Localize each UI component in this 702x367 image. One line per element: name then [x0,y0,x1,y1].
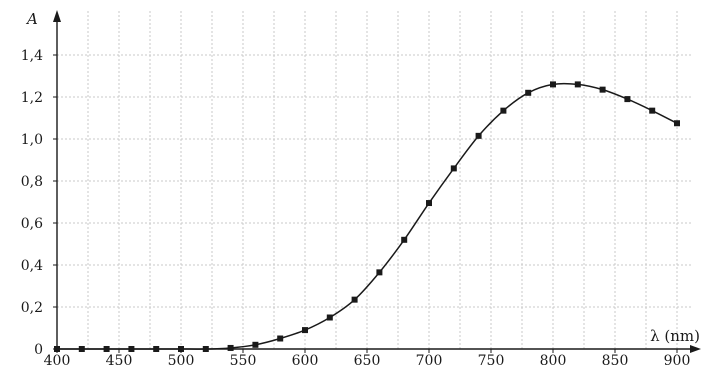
tick-labels: 0 0,2 0,4 0,6 0,8 1,0 1,2 1,4 400 450 500 550 600 650… [21,48,691,367]
data-point [103,346,110,352]
x-tick-label: 750 [478,353,505,367]
x-tick-label: 600 [292,353,319,367]
grid [57,10,692,349]
data-point [78,346,85,352]
series [54,81,680,352]
x-tick-label: 400 [44,353,71,367]
y-tick-label: 1,0 [21,132,43,148]
data-point [376,269,383,276]
data-point [227,344,234,351]
data-point [277,335,284,342]
data-point [649,107,656,114]
data-point [550,81,556,88]
y-tick-label: 0,6 [21,216,43,232]
y-tick-label: 0,4 [21,258,43,274]
x-axis-title: λ (nm) [650,327,700,345]
y-tick-label: 0,8 [21,174,43,190]
data-point [599,86,606,93]
data-point [178,346,184,352]
data-point [574,81,581,88]
data-point [475,132,482,139]
data-point [302,327,308,334]
x-tick-label: 650 [354,353,381,367]
data-point [426,200,432,207]
data-point [202,346,209,352]
y-tick-label: 1,4 [21,48,43,64]
data-point [624,96,631,103]
data-point [351,296,358,303]
data-point [252,341,259,348]
data-point [401,236,408,243]
x-tick-label: 850 [602,353,629,367]
data-point [326,314,333,321]
x-tick-label: 800 [540,353,567,367]
data-point [153,346,160,352]
x-tick-label: 550 [230,353,257,367]
data-point [500,107,507,114]
y-tick-label: 1,2 [21,90,43,106]
y-tick-label: 0,2 [21,300,43,316]
y-axis-title: A [25,10,38,28]
data-point [674,120,680,127]
data-point [54,346,60,352]
x-tick-label: 450 [106,353,133,367]
data-point [525,89,532,96]
data-point [450,165,457,172]
y-axis-arrow [53,10,61,22]
x-tick-label: 900 [664,353,691,367]
x-tick-label: 700 [416,353,443,367]
x-axis-arrow [690,345,701,353]
data-point [128,346,135,352]
y-tick-label: 0 [34,342,43,358]
x-tick-label: 500 [168,353,195,367]
